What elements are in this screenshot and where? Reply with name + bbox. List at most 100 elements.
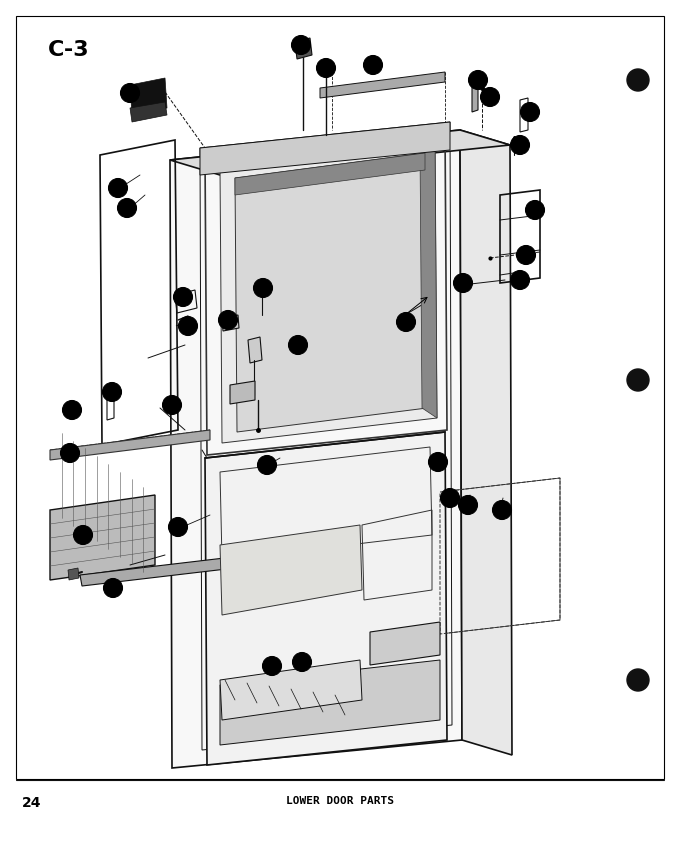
Text: 25: 25 bbox=[177, 293, 189, 301]
Circle shape bbox=[292, 35, 311, 55]
Text: 29: 29 bbox=[124, 88, 136, 98]
Polygon shape bbox=[248, 337, 262, 363]
Text: 23: 23 bbox=[266, 662, 278, 670]
Circle shape bbox=[218, 311, 237, 329]
Circle shape bbox=[103, 578, 122, 597]
Text: 9: 9 bbox=[115, 184, 121, 192]
Text: LOWER DOOR PARTS: LOWER DOOR PARTS bbox=[286, 796, 394, 806]
Circle shape bbox=[469, 70, 488, 89]
Polygon shape bbox=[130, 102, 167, 122]
Circle shape bbox=[173, 287, 192, 306]
Polygon shape bbox=[320, 72, 445, 98]
Text: 11: 11 bbox=[457, 279, 469, 287]
Polygon shape bbox=[205, 432, 447, 765]
Text: 34: 34 bbox=[292, 341, 304, 349]
Text: C-3: C-3 bbox=[48, 40, 90, 60]
Circle shape bbox=[73, 525, 92, 545]
Text: 5: 5 bbox=[487, 93, 493, 101]
Polygon shape bbox=[68, 403, 78, 417]
Text: 18: 18 bbox=[462, 500, 474, 510]
Polygon shape bbox=[80, 555, 252, 586]
Polygon shape bbox=[130, 78, 167, 115]
Text: 7: 7 bbox=[323, 63, 329, 72]
Text: 10: 10 bbox=[261, 461, 273, 469]
Circle shape bbox=[288, 335, 307, 354]
Text: 13: 13 bbox=[121, 203, 133, 213]
Circle shape bbox=[396, 312, 415, 331]
Circle shape bbox=[511, 270, 530, 289]
Polygon shape bbox=[200, 122, 450, 175]
Polygon shape bbox=[170, 130, 510, 175]
Circle shape bbox=[109, 178, 128, 197]
Circle shape bbox=[178, 317, 197, 335]
Circle shape bbox=[627, 369, 649, 391]
Polygon shape bbox=[220, 142, 437, 443]
Text: 14: 14 bbox=[432, 457, 444, 467]
Text: 22: 22 bbox=[107, 583, 119, 593]
Text: 3: 3 bbox=[532, 206, 538, 214]
Text: 24: 24 bbox=[22, 796, 41, 810]
Circle shape bbox=[292, 652, 311, 672]
Circle shape bbox=[627, 669, 649, 691]
Circle shape bbox=[441, 488, 460, 507]
Polygon shape bbox=[460, 130, 512, 755]
Circle shape bbox=[118, 198, 137, 217]
Text: 15: 15 bbox=[172, 523, 184, 531]
Text: 1: 1 bbox=[527, 107, 533, 117]
Text: 21: 21 bbox=[64, 449, 76, 457]
Circle shape bbox=[316, 58, 335, 77]
Text: 32: 32 bbox=[520, 251, 532, 259]
Circle shape bbox=[254, 279, 273, 298]
Text: 30: 30 bbox=[257, 283, 269, 293]
Polygon shape bbox=[235, 153, 425, 195]
Circle shape bbox=[458, 496, 477, 515]
Circle shape bbox=[258, 456, 277, 474]
Circle shape bbox=[169, 517, 188, 536]
Polygon shape bbox=[230, 381, 255, 404]
Text: 34: 34 bbox=[295, 40, 307, 50]
Circle shape bbox=[163, 396, 182, 414]
Bar bbox=[16, 16, 664, 779]
Circle shape bbox=[120, 83, 139, 102]
Polygon shape bbox=[170, 130, 462, 768]
Text: 2: 2 bbox=[517, 141, 523, 149]
Text: 17: 17 bbox=[444, 493, 456, 503]
Circle shape bbox=[63, 401, 82, 420]
Text: 16: 16 bbox=[296, 657, 308, 667]
Text: 26: 26 bbox=[182, 322, 194, 330]
Text: 6: 6 bbox=[475, 76, 481, 84]
Text: 24: 24 bbox=[77, 530, 89, 540]
Polygon shape bbox=[222, 315, 239, 331]
Circle shape bbox=[520, 102, 539, 122]
Circle shape bbox=[526, 201, 545, 220]
Polygon shape bbox=[235, 153, 427, 432]
Circle shape bbox=[627, 69, 649, 91]
Polygon shape bbox=[220, 660, 440, 745]
Circle shape bbox=[481, 88, 500, 106]
Circle shape bbox=[492, 500, 511, 519]
Text: 20: 20 bbox=[496, 505, 508, 515]
Polygon shape bbox=[420, 142, 437, 418]
Polygon shape bbox=[220, 660, 362, 720]
Text: 8: 8 bbox=[370, 61, 376, 69]
Polygon shape bbox=[295, 38, 312, 59]
Circle shape bbox=[364, 56, 382, 75]
Circle shape bbox=[61, 444, 80, 462]
Circle shape bbox=[511, 136, 530, 154]
Text: 28: 28 bbox=[66, 406, 78, 414]
Text: 4: 4 bbox=[517, 275, 523, 285]
Circle shape bbox=[262, 656, 282, 675]
Circle shape bbox=[454, 274, 473, 293]
Polygon shape bbox=[50, 430, 210, 460]
Polygon shape bbox=[50, 495, 155, 580]
Polygon shape bbox=[68, 568, 79, 580]
Circle shape bbox=[103, 383, 122, 402]
Polygon shape bbox=[370, 622, 440, 665]
Text: 27: 27 bbox=[166, 401, 177, 409]
Polygon shape bbox=[220, 525, 362, 615]
Circle shape bbox=[517, 245, 536, 264]
Text: 12: 12 bbox=[400, 317, 412, 327]
Text: 31: 31 bbox=[222, 316, 234, 324]
Circle shape bbox=[428, 452, 447, 472]
Text: 10: 10 bbox=[106, 388, 118, 396]
